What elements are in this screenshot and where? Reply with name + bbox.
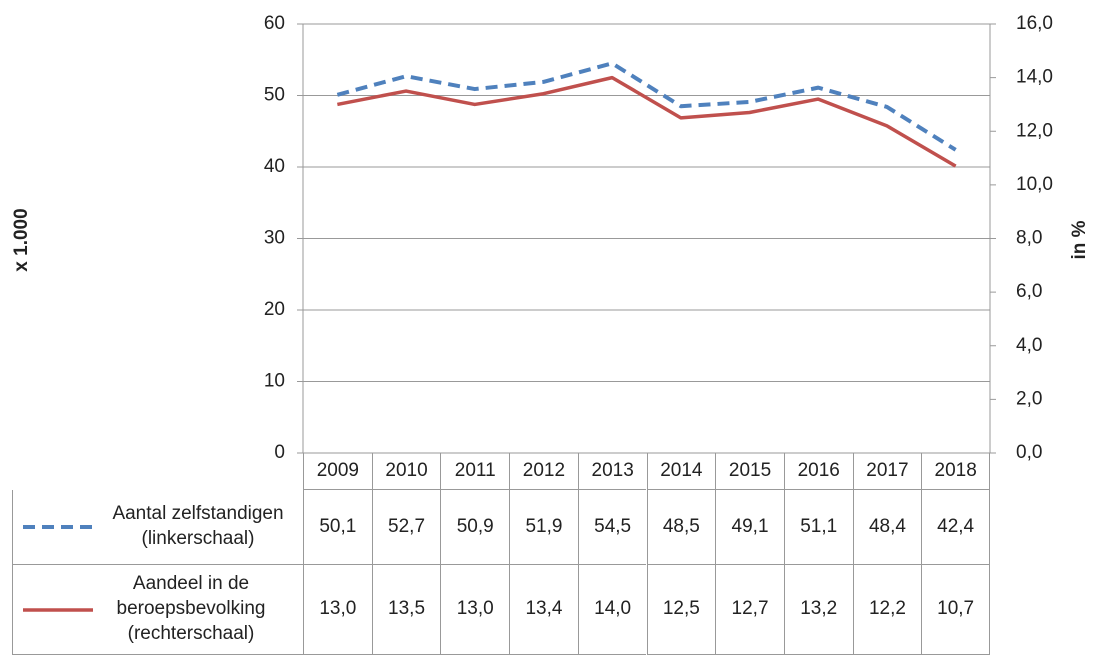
y2-tick-label: 4,0 — [1016, 335, 1042, 356]
data-label: 13,5 — [371, 565, 441, 655]
legend-swatch — [23, 607, 93, 612]
legend-swatch — [23, 525, 93, 529]
x-tick-label: 2018 — [921, 453, 990, 490]
y2-tick-label: 6,0 — [1016, 281, 1042, 302]
y2-tick-label: 2,0 — [1016, 388, 1042, 409]
data-label: 13,2 — [783, 565, 853, 655]
data-label: 14,0 — [577, 565, 647, 655]
legend-label: Aandeel in de beroepsbevolking (rechters… — [116, 573, 266, 644]
y-tick-label: 40 — [264, 156, 285, 177]
y2-axis-title: in % — [1069, 220, 1090, 259]
data-label: 13,0 — [440, 565, 510, 655]
x-tick-label: 2010 — [371, 453, 441, 490]
data-label: 52,7 — [371, 490, 441, 565]
data-label: 51,1 — [783, 490, 853, 565]
data-label: 13,4 — [509, 565, 578, 655]
data-label: 12,2 — [852, 565, 922, 655]
data-label: 49,1 — [715, 490, 784, 565]
data-label: 42,4 — [921, 490, 990, 565]
data-label: 54,5 — [577, 490, 647, 565]
data-label: 13,0 — [303, 565, 372, 655]
series-line — [337, 75, 957, 168]
x-tick-label: 2012 — [509, 453, 578, 490]
y-tick-label: 60 — [264, 13, 285, 34]
x-tick-label: 2015 — [715, 453, 784, 490]
x-tick-label: 2016 — [783, 453, 853, 490]
y2-tick-label: 16,0 — [1016, 13, 1053, 34]
x-tick-label: 2009 — [303, 453, 372, 490]
data-label: 50,1 — [303, 490, 372, 565]
x-tick-label: 2017 — [852, 453, 922, 490]
legend-entry: Aandeel in de beroepsbevolking (rechters… — [12, 565, 303, 655]
y2-tick-label: 0,0 — [1016, 442, 1042, 463]
data-label: 50,9 — [440, 490, 510, 565]
data-label: 51,9 — [509, 490, 578, 565]
data-label: 48,5 — [646, 490, 716, 565]
y-axis-title: x 1.000 — [11, 208, 32, 271]
y-tick-label: 30 — [264, 228, 285, 249]
x-tick-label: 2013 — [577, 453, 647, 490]
y-tick-label: 0 — [274, 442, 285, 463]
y-tick-label: 10 — [264, 371, 285, 392]
x-tick-label: 2011 — [440, 453, 510, 490]
y-tick-label: 50 — [264, 85, 285, 106]
y2-tick-label: 14,0 — [1016, 67, 1053, 88]
series-line — [336, 61, 957, 152]
data-label: 48,4 — [852, 490, 922, 565]
x-tick-label: 2014 — [646, 453, 716, 490]
y2-tick-label: 12,0 — [1016, 120, 1053, 141]
legend-entry: Aantal zelfstandigen (linkerschaal) — [12, 490, 303, 565]
data-label: 12,5 — [646, 565, 716, 655]
data-label: 12,7 — [715, 565, 784, 655]
legend-label: Aantal zelfstandigen (linkerschaal) — [112, 503, 284, 549]
y2-tick-label: 8,0 — [1016, 228, 1042, 249]
data-label: 10,7 — [921, 565, 990, 655]
y2-tick-label: 10,0 — [1016, 174, 1053, 195]
y-tick-label: 20 — [264, 299, 285, 320]
